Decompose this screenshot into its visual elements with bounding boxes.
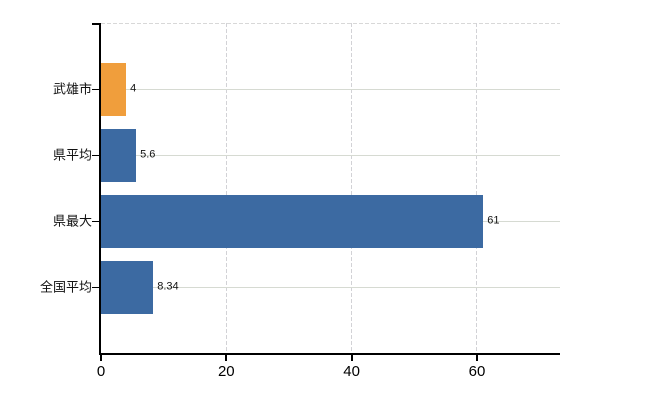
category-label: 県最大 xyxy=(52,213,92,229)
vertical-gridline xyxy=(351,23,353,353)
x-axis-tick xyxy=(225,355,228,361)
x-tick-label: 0 xyxy=(96,363,106,380)
y-axis-tick xyxy=(92,220,100,222)
category-label: 全国平均 xyxy=(39,279,92,295)
value-label: 61 xyxy=(487,214,500,227)
value-label: 4 xyxy=(130,82,137,95)
horizontal-gridline xyxy=(101,88,560,90)
plot-top-border xyxy=(101,23,560,24)
bar xyxy=(101,194,484,248)
bar xyxy=(101,260,154,314)
vertical-gridline xyxy=(225,23,227,353)
y-axis-tick xyxy=(92,154,100,156)
category-label: 県平均 xyxy=(52,147,92,163)
x-tick-label: 20 xyxy=(217,363,235,380)
x-axis-tick xyxy=(350,355,353,361)
value-label: 8.34 xyxy=(157,280,179,293)
y-axis-line xyxy=(99,23,101,355)
x-axis-line xyxy=(99,353,560,355)
horizontal-gridline xyxy=(101,154,560,156)
bar xyxy=(101,128,137,182)
bar xyxy=(101,62,127,116)
x-axis-tick xyxy=(100,355,102,361)
horizontal-gridline xyxy=(101,286,560,288)
x-tick-label: 60 xyxy=(468,363,486,380)
x-axis-tick xyxy=(475,355,478,361)
y-axis-tick xyxy=(92,286,100,288)
value-label: 5.6 xyxy=(140,148,156,161)
category-label: 武雄市 xyxy=(52,81,92,97)
y-axis-top-tick xyxy=(92,22,100,25)
y-axis-tick xyxy=(92,88,100,90)
x-tick-label: 40 xyxy=(343,363,360,380)
vertical-gridline xyxy=(476,23,478,353)
